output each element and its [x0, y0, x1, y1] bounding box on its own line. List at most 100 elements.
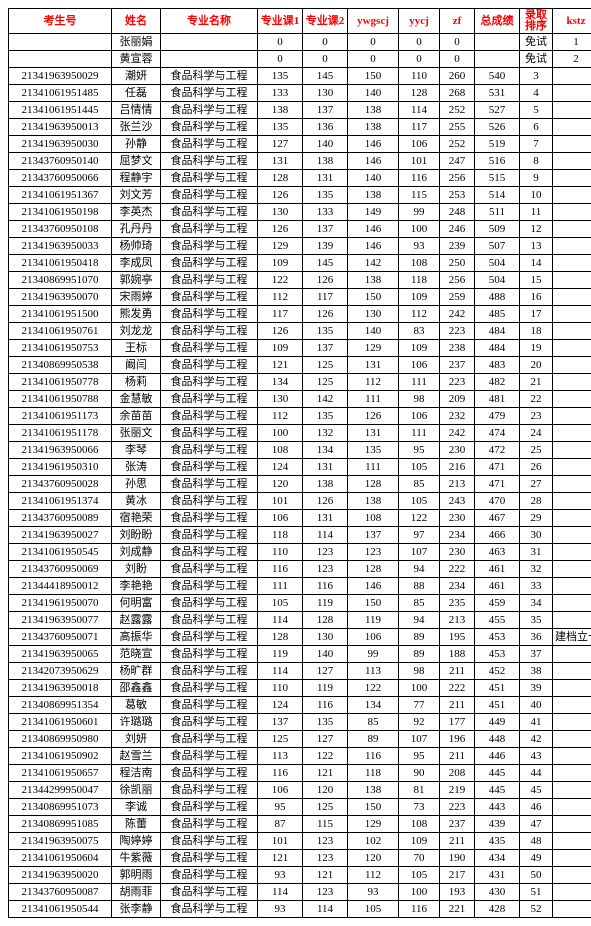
table-cell [553, 323, 591, 340]
table-cell: 121 [258, 357, 303, 374]
table-cell: 30 [520, 527, 553, 544]
table-cell: 124 [258, 459, 303, 476]
table-cell: 28 [520, 493, 553, 510]
table-cell: 21341061950778 [9, 374, 112, 391]
table-cell: 21341963950075 [9, 833, 112, 850]
table-cell: 21344299950047 [9, 782, 112, 799]
table-cell: 34 [520, 595, 553, 612]
table-cell [553, 357, 591, 374]
table-row: 21341061950753王标食品科学与工程10913712910923848… [9, 340, 591, 357]
table-cell: 109 [258, 255, 303, 272]
table-cell: 食品科学与工程 [161, 884, 258, 901]
table-cell: 邵鑫鑫 [112, 680, 161, 697]
table-row: 21341061950601许璐璐食品科学与工程1371358592177449… [9, 714, 591, 731]
table-cell: 21340869950538 [9, 357, 112, 374]
table-row: 21343760950108孔丹丹食品科学与工程1261371461002465… [9, 221, 591, 238]
table-cell: 25 [520, 442, 553, 459]
table-cell: 何明富 [112, 595, 161, 612]
table-cell: 435 [475, 833, 520, 850]
table-cell: 247 [440, 153, 475, 170]
table-cell: 22 [520, 391, 553, 408]
table-cell [553, 442, 591, 459]
table-cell: 黄冰 [112, 493, 161, 510]
table-row: 21341963950033杨帅琦食品科学与工程1291391469323950… [9, 238, 591, 255]
table-cell: 132 [303, 425, 348, 442]
table-cell: 100 [258, 425, 303, 442]
table-cell: 116 [399, 901, 440, 918]
table-cell: 127 [303, 731, 348, 748]
table-cell: 38 [520, 663, 553, 680]
table-cell: 112 [258, 289, 303, 306]
table-row: 黄宣蓉00000免试2 [9, 51, 591, 68]
table-cell: 129 [348, 816, 399, 833]
table-cell: 1 [553, 34, 591, 51]
table-cell [553, 459, 591, 476]
table-cell: 234 [440, 578, 475, 595]
table-cell: 85 [399, 595, 440, 612]
table-cell [553, 748, 591, 765]
table-cell: 485 [475, 306, 520, 323]
table-cell: 21341061950418 [9, 255, 112, 272]
table-cell: 471 [475, 459, 520, 476]
table-cell: 140 [303, 646, 348, 663]
table-cell: 514 [475, 187, 520, 204]
table-cell: 食品科学与工程 [161, 102, 258, 119]
table-cell: 食品科学与工程 [161, 204, 258, 221]
table-cell: 81 [399, 782, 440, 799]
table-cell: 504 [475, 272, 520, 289]
table-row: 21341963950030孙静食品科学与工程12714014610625251… [9, 136, 591, 153]
table-cell: 免试 [520, 34, 553, 51]
table-cell: 赵雪兰 [112, 748, 161, 765]
table-cell: 刘成静 [112, 544, 161, 561]
table-cell: 7 [520, 136, 553, 153]
table-cell [553, 102, 591, 119]
table-cell [553, 391, 591, 408]
table-cell: 83 [399, 323, 440, 340]
table-cell: 21 [520, 374, 553, 391]
table-cell [475, 34, 520, 51]
table-cell: 481 [475, 391, 520, 408]
table-cell: 21341963950065 [9, 646, 112, 663]
table-cell: 455 [475, 612, 520, 629]
table-cell: 126 [348, 408, 399, 425]
table-cell: 135 [258, 119, 303, 136]
table-cell [553, 136, 591, 153]
table-cell: 潮妍 [112, 68, 161, 85]
table-cell: 211 [440, 833, 475, 850]
table-cell: 452 [475, 663, 520, 680]
table-cell: 食品科学与工程 [161, 85, 258, 102]
table-cell: 138 [348, 493, 399, 510]
table-row: 21341061950604牛紫薇食品科学与工程1211231207019043… [9, 850, 591, 867]
table-cell: 108 [258, 442, 303, 459]
table-cell: 105 [258, 595, 303, 612]
table-cell: 92 [399, 714, 440, 731]
table-cell: 217 [440, 867, 475, 884]
table-cell: 461 [475, 561, 520, 578]
table-cell: 223 [440, 799, 475, 816]
table-cell [553, 799, 591, 816]
table-cell: 21341963950077 [9, 612, 112, 629]
table-cell: 108 [399, 816, 440, 833]
table-row: 21341061950788金慧敏食品科学与工程1301421119820948… [9, 391, 591, 408]
table-cell: 446 [475, 748, 520, 765]
table-cell: 449 [475, 714, 520, 731]
table-cell: 451 [475, 697, 520, 714]
table-cell: 0 [399, 51, 440, 68]
table-cell: 146 [348, 238, 399, 255]
table-cell: 109 [399, 340, 440, 357]
table-cell: 195 [440, 629, 475, 646]
table-cell: 赵露露 [112, 612, 161, 629]
table-cell: 123 [303, 850, 348, 867]
table-cell [553, 510, 591, 527]
table-cell: 食品科学与工程 [161, 187, 258, 204]
table-cell: 21341061950902 [9, 748, 112, 765]
table-cell: 王标 [112, 340, 161, 357]
table-cell: 124 [258, 697, 303, 714]
table-cell: 89 [399, 646, 440, 663]
table-cell: 146 [348, 136, 399, 153]
table-cell: 439 [475, 816, 520, 833]
table-cell: 252 [440, 136, 475, 153]
table-cell: 115 [303, 816, 348, 833]
table-cell: 食品科学与工程 [161, 510, 258, 527]
table-cell [553, 595, 591, 612]
